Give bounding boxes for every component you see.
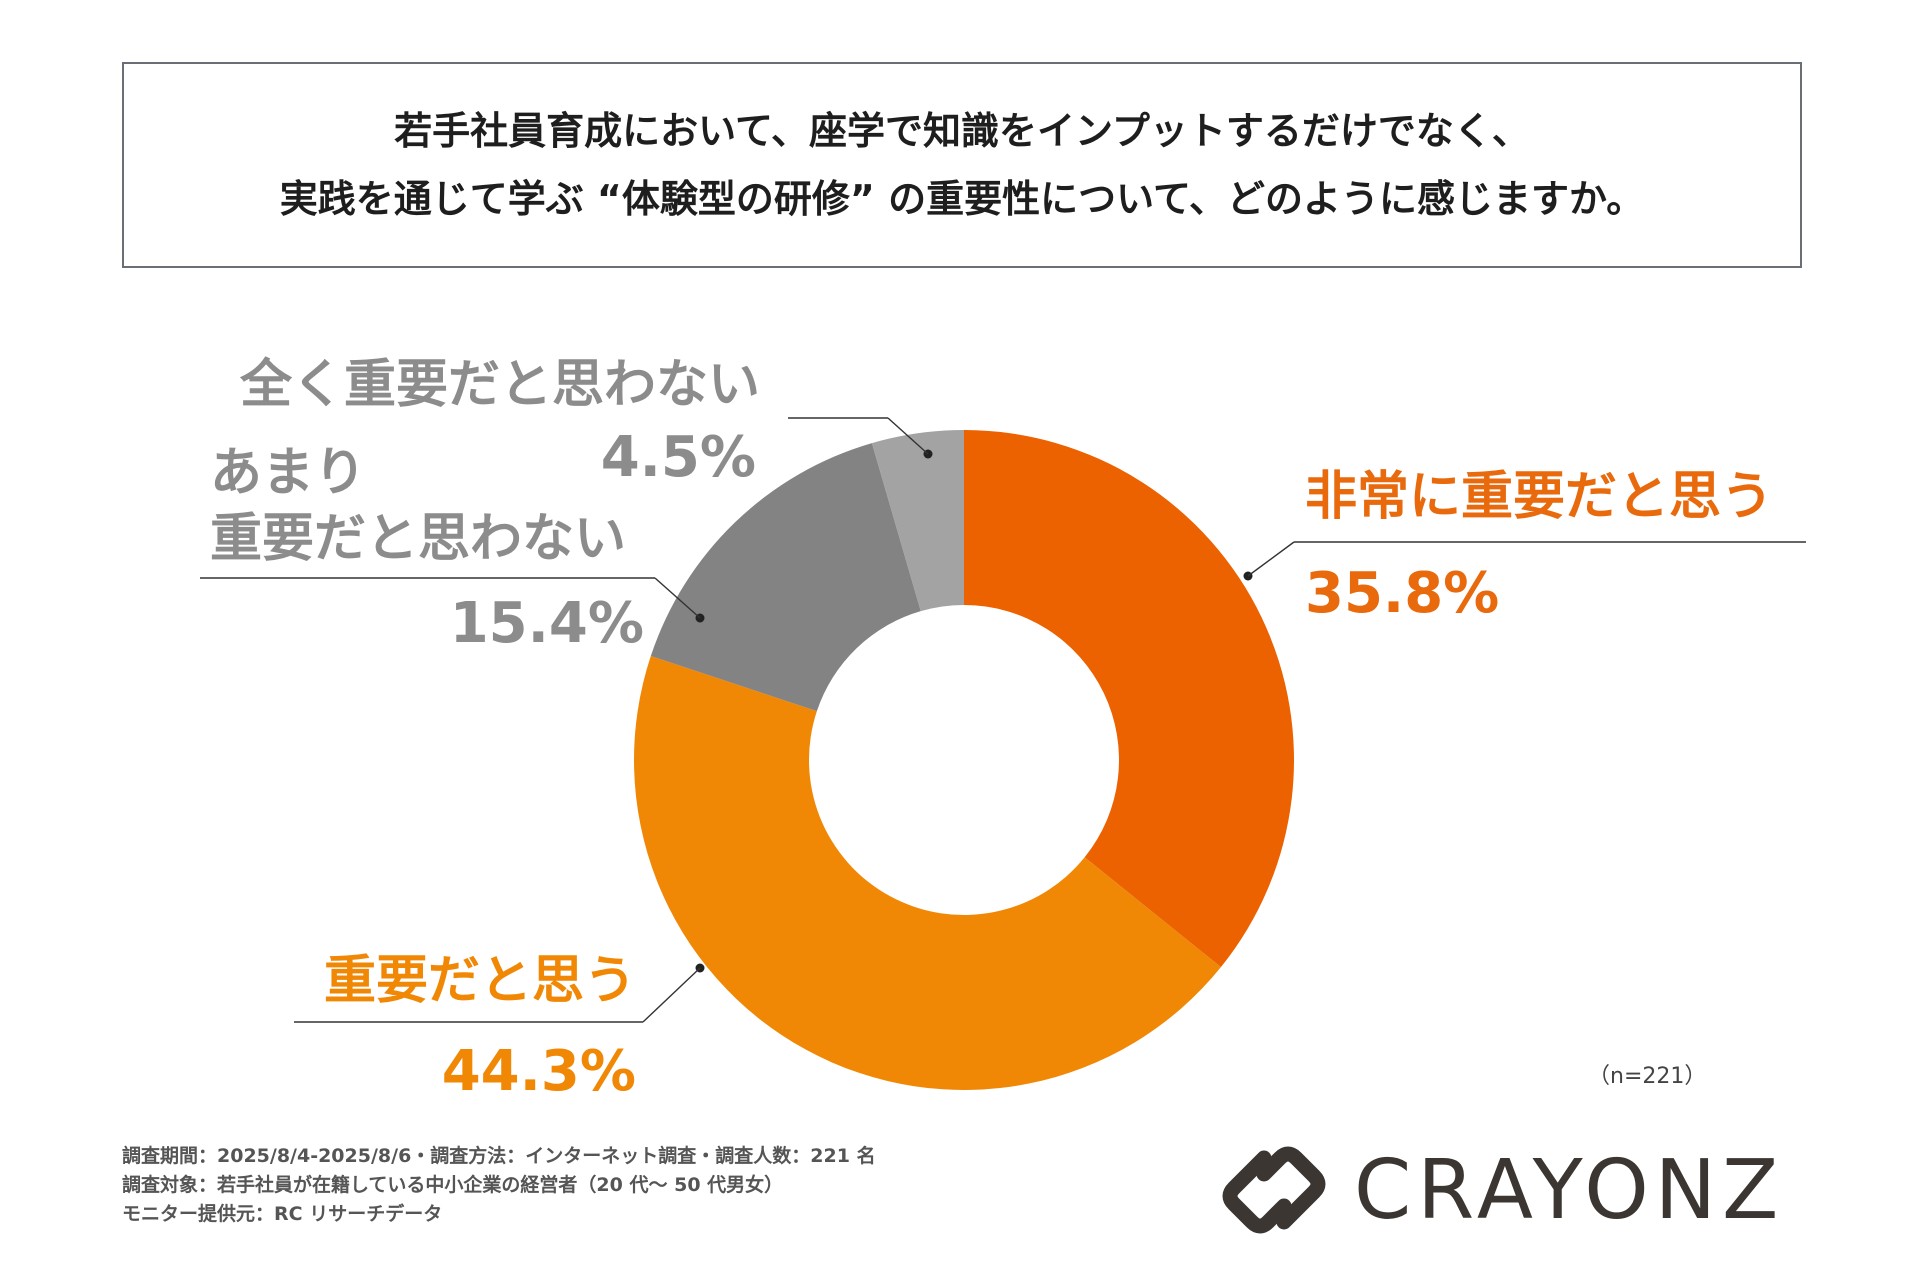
survey-notes: 調査期間：2025/8/4-2025/8/6・調査方法：インターネット調査・調査… [122,1142,876,1229]
slice-value-2: 15.4% [450,591,644,656]
donut-slice-3 [871,430,964,612]
slice-value-1: 44.3% [442,1039,636,1104]
donut-slice-2 [650,443,921,712]
slice-label-2-line-1: 重要だと思わない [210,509,626,569]
sample-size-label: （n=221） [1588,1064,1707,1089]
donut-slice-0 [964,430,1294,968]
survey-note-target: 調査対象：若手社員が在籍している中小企業の経営者（20 代〜 50 代男女） [122,1174,784,1196]
question-title-line-1: 若手社員育成において、座学で知識をインプットするだけでなく、 [394,109,1530,153]
crayonz-logo-icon [1222,1146,1326,1234]
slice-label-3: 全く重要だと思わない [239,355,760,415]
leader-line-0 [1247,541,1295,577]
slice-value-0: 35.8% [1305,561,1499,626]
slice-label-2-line-0: あまり [210,443,366,503]
brand-name: CRAYONZ [1354,1142,1785,1238]
slice-value-3: 4.5% [601,425,756,490]
survey-note-period: 調査期間：2025/8/4-2025/8/6・調査方法：インターネット調査・調査… [122,1145,876,1167]
slice-label-1: 重要だと思う [324,951,636,1011]
leader-line-1 [642,967,701,1023]
question-title-box: 若手社員育成において、座学で知識をインプットするだけでなく、 実践を通じて学ぶ … [122,62,1802,268]
donut-slice-1 [634,656,1221,1090]
brand-logo: CRAYONZ [1212,1140,1784,1240]
leader-line-3 [887,417,929,455]
slice-label-0: 非常に重要だと思う [1305,467,1773,527]
leader-line-2 [654,577,701,619]
question-title-line-2: 実践を通じて学ぶ “体験型の研修” の重要性について、どのように感じますか。 [279,177,1645,221]
survey-note-provider: モニター提供元：RC リサーチデータ [122,1203,443,1225]
